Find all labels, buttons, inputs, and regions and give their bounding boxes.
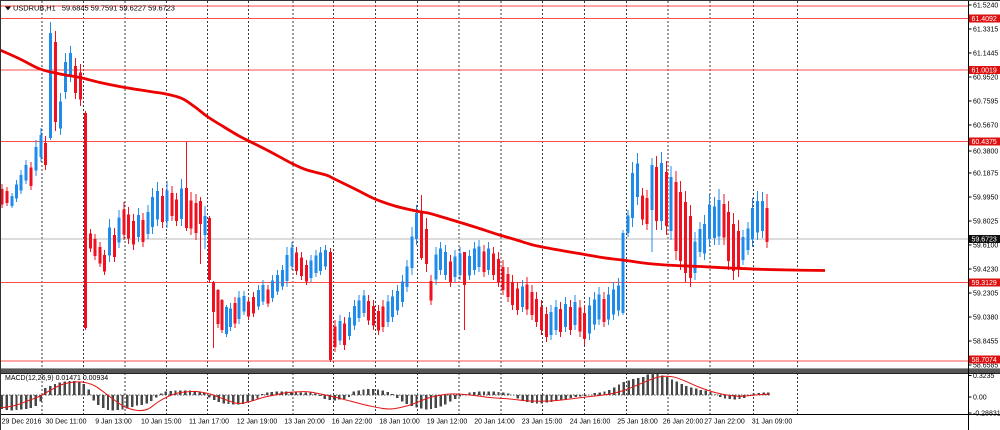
svg-text:9 Jan 13:00: 9 Jan 13:00	[95, 419, 132, 426]
svg-text:61.4092: 61.4092	[972, 16, 997, 23]
svg-text:-0.28831: -0.28831	[973, 411, 1000, 418]
svg-text:59.8025: 59.8025	[973, 219, 998, 226]
svg-text:10 Jan 15:00: 10 Jan 15:00	[141, 419, 182, 426]
svg-text:60.7595: 60.7595	[973, 99, 998, 106]
svg-text:59.6100: 59.6100	[973, 243, 998, 250]
svg-text:60.1875: 60.1875	[973, 171, 998, 178]
svg-text:USDRUB,H1 59.6845 59.7591 59: USDRUB,H1 59.6845 59.7591 59.6227 59.672…	[13, 4, 175, 13]
svg-text:59.2305: 59.2305	[973, 291, 998, 298]
svg-text:13 Jan 20:00: 13 Jan 20:00	[284, 419, 325, 426]
svg-text:12 Jan 19:00: 12 Jan 19:00	[237, 419, 278, 426]
svg-text:60.5670: 60.5670	[973, 123, 998, 130]
svg-text:0.3235: 0.3235	[973, 373, 995, 380]
svg-text:60.9520: 60.9520	[973, 75, 998, 82]
svg-text:31 Jan 09:00: 31 Jan 09:00	[752, 419, 793, 426]
svg-text:58.6585: 58.6585	[973, 363, 998, 370]
svg-text:24 Jan 16:00: 24 Jan 16:00	[570, 419, 611, 426]
svg-text:61.0019: 61.0019	[972, 68, 997, 75]
svg-text:60.4375: 60.4375	[972, 139, 997, 146]
svg-text:18 Jan 10:00: 18 Jan 10:00	[379, 419, 420, 426]
svg-text:16 Jan 22:00: 16 Jan 22:00	[332, 419, 373, 426]
svg-text:60.3800: 60.3800	[973, 149, 998, 156]
svg-text:25 Jan 18:00: 25 Jan 18:00	[617, 419, 658, 426]
svg-text:61.3315: 61.3315	[973, 27, 998, 34]
svg-text:20 Jan 14:00: 20 Jan 14:00	[474, 419, 515, 426]
svg-text:59.0380: 59.0380	[973, 315, 998, 322]
svg-text:59.9950: 59.9950	[973, 195, 998, 202]
svg-text:30 Dec 11:00: 30 Dec 11:00	[45, 419, 86, 426]
svg-text:59.3129: 59.3129	[972, 280, 997, 287]
svg-text:23 Jan 15:00: 23 Jan 15:00	[522, 419, 563, 426]
svg-text:27 Jan 22:00: 27 Jan 22:00	[704, 419, 745, 426]
svg-text:MACD(12,26,9) 0.01471 0.00934: MACD(12,26,9) 0.01471 0.00934	[5, 375, 108, 382]
svg-text:29 Dec 2016: 29 Dec 2016	[2, 419, 42, 426]
svg-text:19 Jan 12:00: 19 Jan 12:00	[427, 419, 468, 426]
svg-text:61.1445: 61.1445	[973, 51, 998, 58]
svg-text:61.5240: 61.5240	[973, 3, 998, 10]
svg-text:59.4230: 59.4230	[973, 267, 998, 274]
svg-text:59.6723: 59.6723	[972, 237, 997, 244]
svg-text:58.8455: 58.8455	[973, 339, 998, 346]
svg-text:58.7074: 58.7074	[972, 357, 997, 364]
svg-text:11 Jan 17:00: 11 Jan 17:00	[189, 419, 229, 426]
svg-text:0.00: 0.00	[973, 395, 987, 402]
svg-text:26 Jan 20:00: 26 Jan 20:00	[663, 419, 704, 426]
